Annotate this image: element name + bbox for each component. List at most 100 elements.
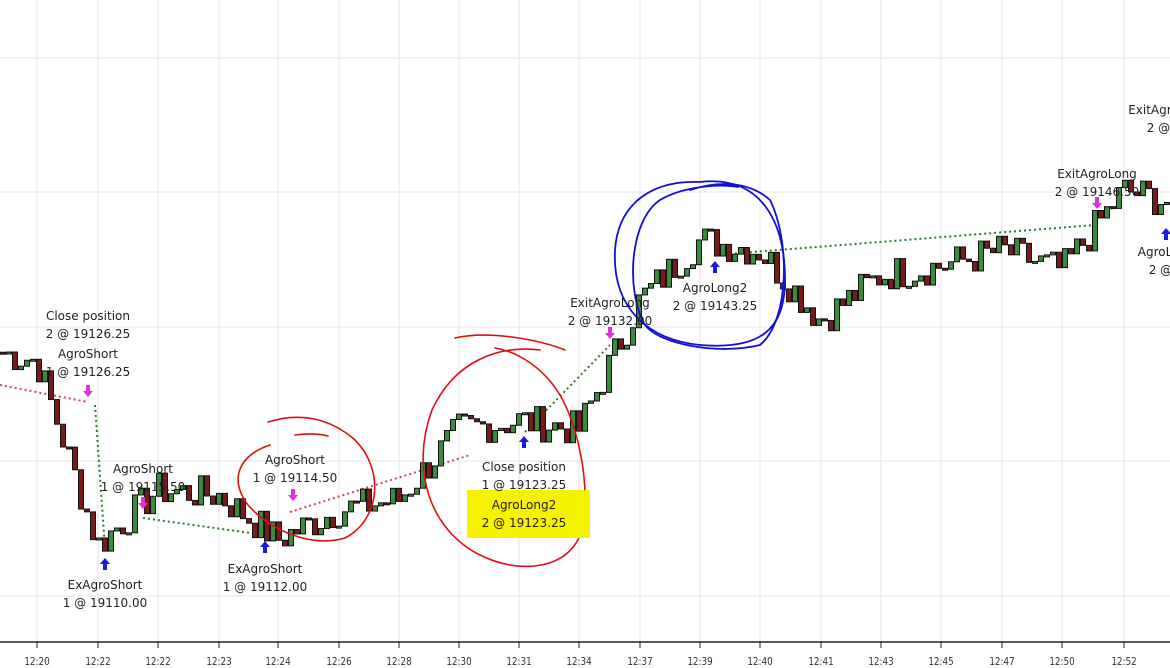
price-bar	[360, 488, 366, 502]
price-bar	[1068, 248, 1074, 255]
price-bar	[984, 240, 990, 249]
price-bar	[852, 289, 858, 301]
price-bar	[1104, 206, 1110, 219]
price-bar	[846, 289, 852, 306]
price-bar	[672, 258, 678, 278]
price-bar	[342, 511, 348, 527]
price-bar	[150, 495, 156, 515]
trade-label-qty-price: 2 @ 19132.00	[567, 314, 653, 328]
price-bar	[564, 428, 570, 444]
price-bar	[1002, 235, 1008, 246]
price-bar	[240, 498, 246, 520]
trade-label-name: ExitAgroLong	[1057, 167, 1137, 181]
price-bar	[408, 493, 414, 497]
price-bar	[168, 493, 174, 503]
x-tick-label: 12:20	[24, 655, 50, 668]
price-bar	[600, 391, 606, 395]
trade-label-name: AgroLong2	[491, 498, 557, 512]
price-bar	[630, 327, 636, 346]
trade-label: AgroShort 1 @ 19114.50	[253, 451, 338, 487]
exit-arrow-icon[interactable]	[605, 327, 615, 339]
price-bar	[1092, 209, 1098, 252]
price-bar	[606, 354, 612, 393]
price-bar	[222, 492, 228, 507]
price-bar	[264, 510, 270, 542]
price-bar	[996, 235, 1002, 254]
x-tick-label: 12:23	[206, 655, 232, 668]
exit-arrow-icon[interactable]	[138, 497, 148, 509]
price-bar	[912, 280, 918, 287]
x-tick-label: 12:39	[687, 655, 713, 668]
price-bar	[744, 247, 750, 265]
price-bar	[942, 267, 948, 271]
entry-arrow-icon[interactable]	[519, 436, 529, 448]
price-bar	[786, 288, 792, 303]
price-bar	[702, 228, 708, 241]
exit-arrow-icon[interactable]	[1092, 197, 1102, 209]
entry-arrow-icon[interactable]	[1161, 228, 1170, 240]
price-bar	[156, 472, 162, 497]
price-bar	[234, 498, 240, 518]
entry-arrow-icon[interactable]	[100, 558, 110, 570]
price-bar	[504, 427, 510, 434]
price-bar	[426, 462, 432, 479]
trade-label-name: ExitAgroLong	[1128, 103, 1170, 117]
price-bar	[708, 228, 714, 232]
price-bar	[612, 338, 618, 356]
trade-label-name: ExitAgroLong	[570, 296, 650, 310]
price-bar	[774, 251, 780, 284]
x-tick-label: 12:45	[928, 655, 954, 668]
trade-label: AgroShort 1 @ 19115.50	[101, 460, 186, 496]
price-bars	[0, 179, 1170, 552]
trade-label-qty-price: 1 @ 19110.00	[62, 596, 148, 610]
trade-label-name: AgroShort	[57, 347, 119, 361]
price-bar	[516, 413, 522, 426]
price-bar	[864, 273, 870, 279]
price-bar	[666, 258, 672, 288]
price-bar	[324, 516, 330, 530]
price-bar	[102, 537, 108, 552]
price-bar	[918, 275, 924, 282]
price-bar	[1098, 209, 1104, 219]
price-bar	[954, 246, 960, 263]
price-bar	[558, 422, 564, 430]
price-bar	[888, 278, 894, 290]
price-bar	[894, 258, 900, 290]
price-bar	[12, 351, 18, 371]
price-bar	[42, 370, 48, 383]
price-bar	[282, 539, 288, 547]
entry-arrow-icon[interactable]	[710, 261, 720, 273]
price-bar	[1080, 238, 1086, 246]
price-bar	[30, 358, 36, 362]
price-bar	[372, 505, 378, 512]
exit-arrow-icon[interactable]	[288, 489, 298, 501]
price-bar	[462, 413, 468, 417]
yellow-highlight	[467, 490, 590, 538]
trade-label-name: ExAgroShort	[227, 562, 303, 576]
price-bar	[1158, 204, 1164, 216]
x-tick-label: 12:31	[506, 655, 532, 668]
trade-label: ExAgroShort 1 @ 19110.00	[63, 576, 148, 612]
price-bar	[834, 298, 840, 332]
price-bar	[978, 240, 984, 272]
entry-arrow-icon[interactable]	[260, 541, 270, 553]
price-bar	[294, 529, 300, 535]
price-bar	[810, 307, 816, 326]
price-bar	[312, 518, 318, 536]
price-bar	[318, 528, 324, 536]
price-bar	[180, 485, 186, 491]
price-bar	[66, 446, 72, 450]
price-bar	[900, 258, 906, 288]
trade-label: ExAgroShort 1 @ 19112.00	[223, 560, 308, 596]
trade-label: AgroLong2 2 @ 19143.25	[673, 279, 758, 315]
price-bar	[540, 406, 546, 443]
price-bar	[468, 415, 474, 420]
price-bar	[300, 517, 306, 535]
price-bar	[648, 283, 654, 289]
price-bar	[174, 489, 180, 495]
x-tick-label: 12:24	[265, 655, 291, 668]
price-bar	[444, 430, 450, 442]
trade-label-qty-price: 2 @ 19	[1146, 121, 1170, 135]
price-bar	[1134, 191, 1140, 197]
exit-arrow-icon[interactable]	[83, 385, 93, 397]
